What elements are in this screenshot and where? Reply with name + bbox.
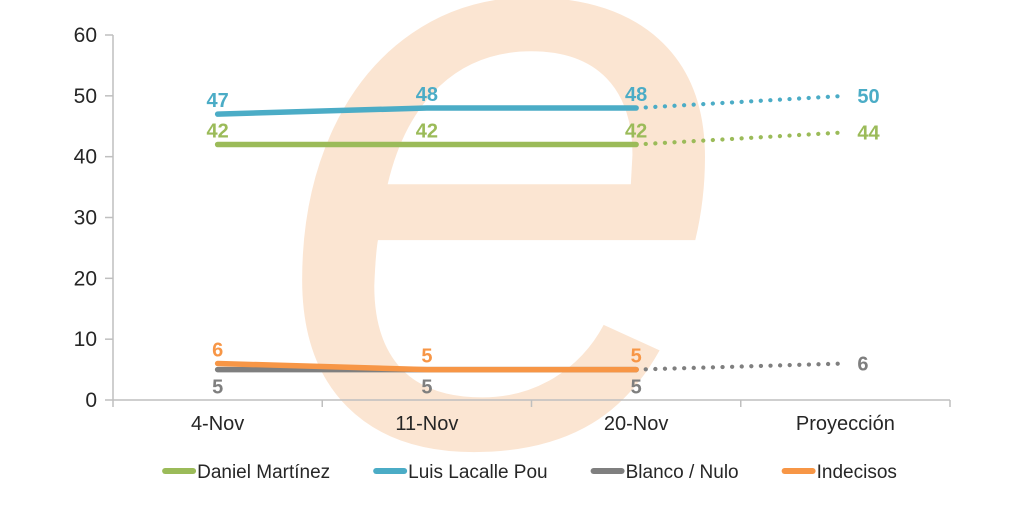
x-category-label: 4-Nov (191, 413, 244, 435)
value-label: 5 (631, 377, 642, 399)
legend: Daniel Martínez Luis Lacalle Pou Blanco / … (162, 462, 897, 483)
legend-item-blanco-nulo: Blanco / Nulo (590, 462, 739, 483)
legend-item-daniel-martinez: Daniel Martínez (162, 462, 330, 483)
value-label: 5 (421, 377, 432, 399)
legend-label: Luis Lacalle Pou (408, 462, 547, 483)
y-tick-label: 60 (74, 24, 97, 47)
y-tick-label: 10 (74, 328, 97, 351)
value-label: 42 (416, 121, 438, 143)
series-projection-line-luis-lacalle-pou (634, 93, 848, 111)
series-line-indecisos (214, 360, 639, 373)
y-tick-label: 50 (74, 85, 97, 108)
value-label: 48 (625, 84, 647, 106)
x-category-label: 20-Nov (604, 413, 668, 435)
value-label: 5 (421, 346, 432, 368)
y-tick-label: 30 (74, 207, 97, 230)
value-label: 48 (416, 84, 438, 106)
legend-label: Blanco / Nulo (626, 462, 739, 483)
projection-value-label: 50 (857, 86, 879, 108)
x-category-label: 11-Nov (395, 413, 458, 435)
x-category-label: Proyección (796, 413, 895, 435)
projection-value-label: 44 (857, 122, 880, 144)
legend-item-indecisos: Indecisos (781, 462, 897, 483)
legend-label: Indecisos (817, 462, 897, 483)
watermark-logo-e: e (274, 0, 736, 512)
value-label: 5 (631, 346, 642, 368)
value-label: 47 (207, 90, 229, 112)
series-luis-lacalle-pou: 50 47 48 48 (207, 84, 880, 117)
series-daniel-martinez: 44 42 42 42 (207, 121, 880, 148)
value-label: 42 (207, 121, 229, 143)
y-tick-label: 20 (74, 267, 97, 290)
y-tick-label: 40 (74, 146, 97, 169)
series-line-luis-lacalle-pou (214, 105, 639, 117)
series-projection-line-daniel-martinez (634, 130, 848, 147)
value-label: 6 (212, 340, 223, 362)
legend-item-luis-lacalle-pou: Luis Lacalle Pou (373, 462, 548, 483)
series-projection-line-blanco-nulo (634, 361, 848, 372)
value-label: 42 (625, 121, 647, 143)
series-indecisos: 6 5 5 (212, 340, 642, 373)
value-label: 5 (212, 377, 223, 399)
legend-label: Daniel Martínez (197, 462, 330, 483)
projection-value-label: 6 (857, 354, 868, 376)
y-tick-label: 0 (85, 389, 97, 412)
